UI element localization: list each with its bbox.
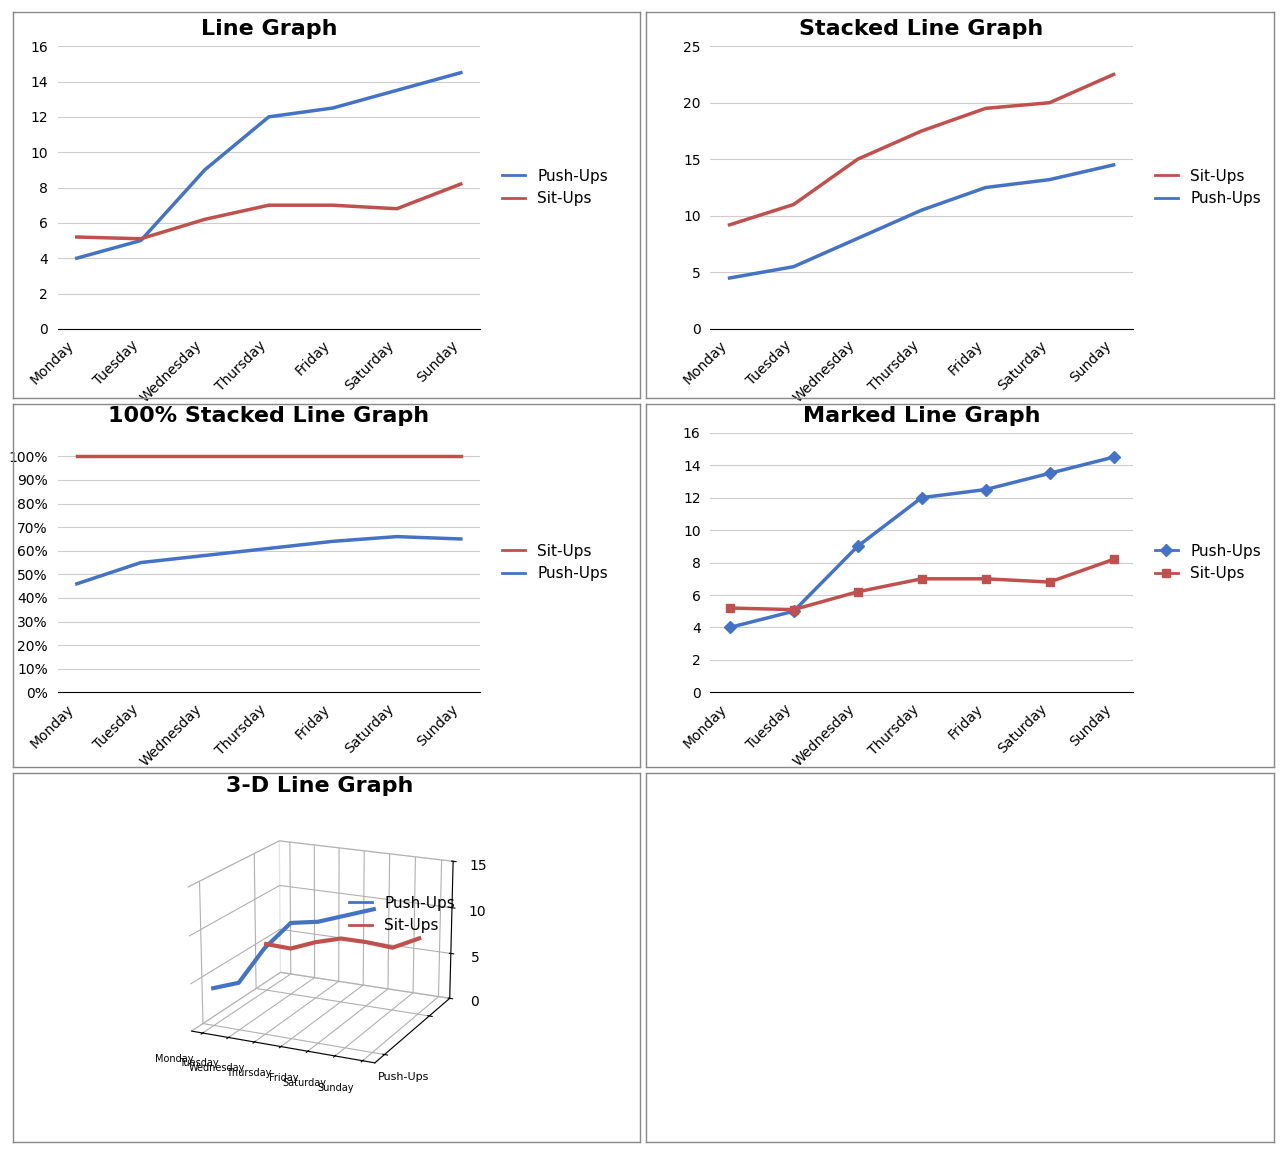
Legend: Push-Ups, Sit-Ups: Push-Ups, Sit-Ups (497, 163, 614, 212)
Title: Stacked Line Graph: Stacked Line Graph (800, 20, 1043, 39)
Title: 100% Stacked Line Graph: 100% Stacked Line Graph (109, 406, 429, 426)
Title: Line Graph: Line Graph (201, 20, 337, 39)
Legend: Sit-Ups, Push-Ups: Sit-Ups, Push-Ups (1149, 163, 1267, 212)
Title: 3-D Line Graph: 3-D Line Graph (227, 777, 413, 796)
Legend: Push-Ups, Sit-Ups: Push-Ups, Sit-Ups (1149, 538, 1267, 587)
Title: Marked Line Graph: Marked Line Graph (803, 406, 1041, 426)
Legend: Sit-Ups, Push-Ups: Sit-Ups, Push-Ups (497, 538, 614, 587)
Legend: Push-Ups, Sit-Ups: Push-Ups, Sit-Ups (343, 890, 461, 939)
